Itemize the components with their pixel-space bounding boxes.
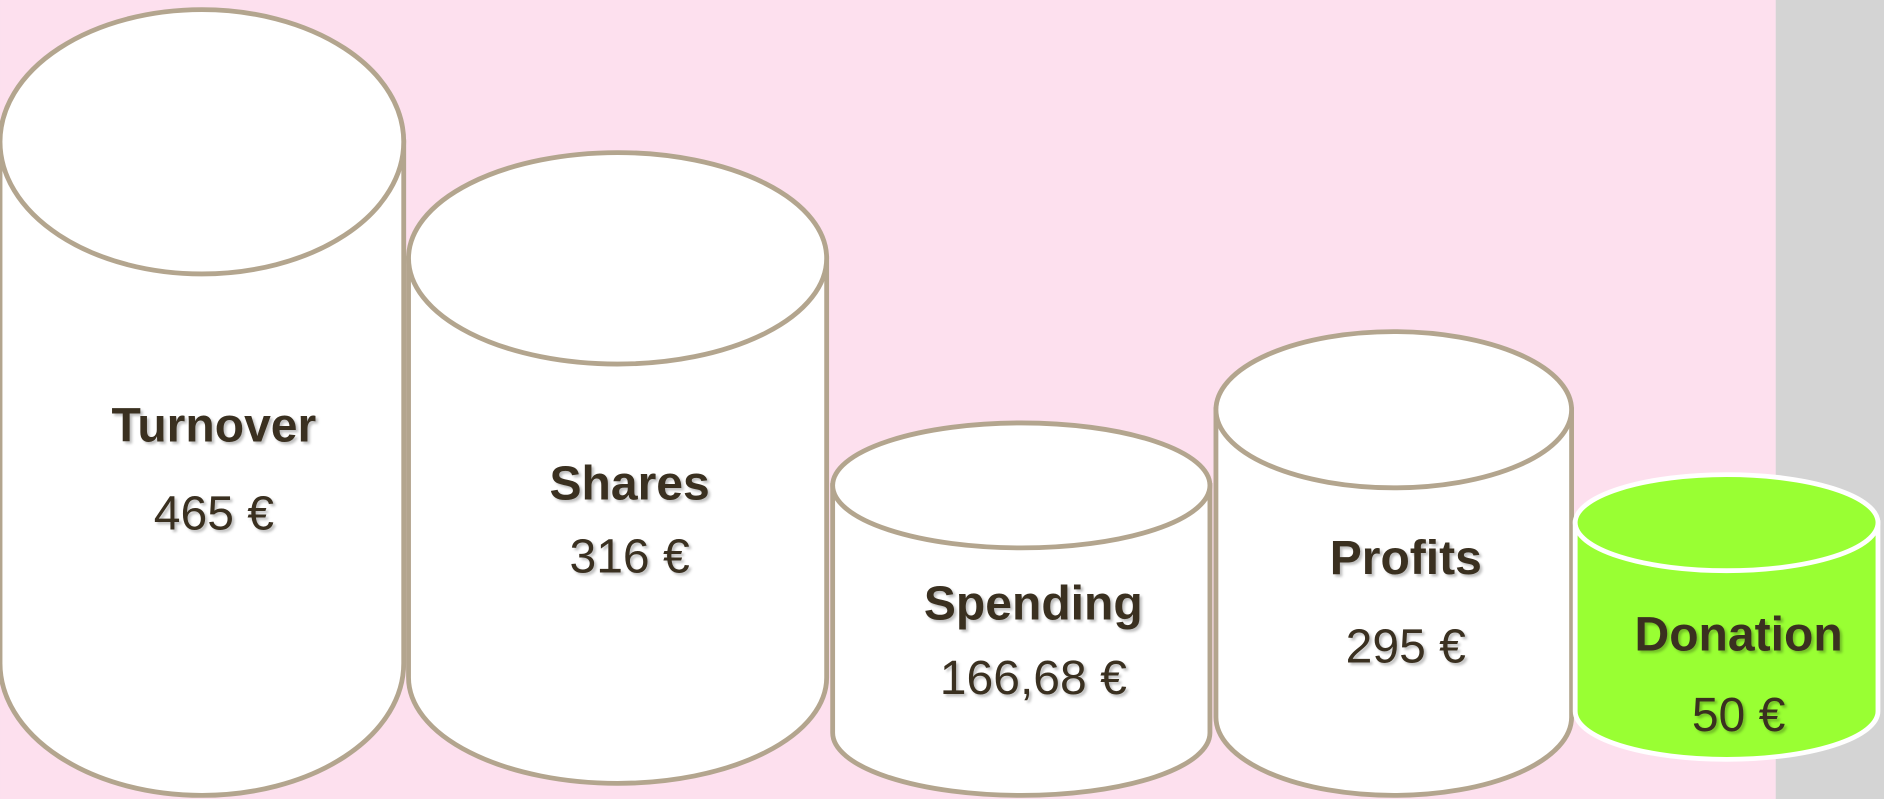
- cylinder-top: [1572, 472, 1881, 574]
- cylinder-body: [1572, 520, 1881, 762]
- cylinder: Profits 295 €: [1213, 329, 1574, 798]
- cylinder-top: [830, 420, 1213, 551]
- node-value: 295 €: [1346, 620, 1467, 674]
- cylinder-body: [1213, 407, 1574, 798]
- node-value: 316 €: [569, 530, 690, 584]
- cylinder: Shares 316 €: [406, 150, 830, 786]
- cylinder: Donation 50 €: [1572, 472, 1881, 762]
- node-label: Spending: [924, 576, 1143, 630]
- node-label: Turnover: [112, 399, 317, 453]
- node-label: Profits: [1330, 531, 1482, 585]
- node-label: Donation: [1635, 608, 1843, 662]
- cylinder-top: [406, 150, 830, 367]
- cylinder-top: [1213, 329, 1574, 491]
- cylinder-body: [830, 483, 1213, 798]
- cylinder-body: [0, 139, 407, 798]
- node-label: Shares: [549, 456, 709, 510]
- node-value: 50 €: [1692, 688, 1786, 742]
- node-value: 166,68 €: [940, 651, 1127, 705]
- cylinder: Spending 166,68 €: [830, 420, 1213, 798]
- node-value: 465 €: [154, 486, 275, 540]
- cylinder-body: [406, 255, 830, 786]
- cylinder: Turnover 465 €: [0, 7, 407, 798]
- cylinders: Turnover 465 € Shares 316 € Spending 166,68 €…: [0, 7, 1881, 798]
- cylinder-top: [0, 7, 407, 277]
